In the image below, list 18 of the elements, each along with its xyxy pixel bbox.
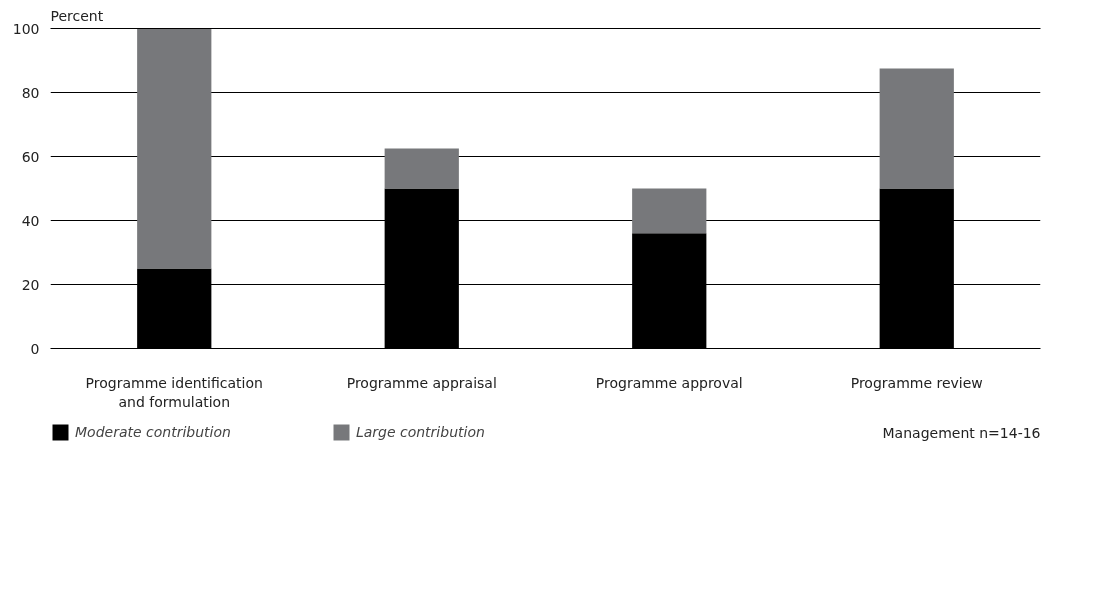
legend-label: Moderate contribution	[75, 424, 231, 440]
text: Management n=14-16	[882, 424, 1041, 441]
y-tick-label: 100	[12, 20, 40, 37]
y-axis-title: Percent	[50, 7, 104, 24]
bar	[384, 148, 459, 189]
y-tick-label: 20	[21, 276, 40, 293]
y-tick-label: 60	[21, 148, 40, 165]
x-tick-label: Programme approval	[595, 374, 743, 391]
x-tick-label: Programme review	[850, 374, 983, 391]
y-tick-label: 40	[21, 212, 40, 229]
y-tick-label: 80	[21, 84, 40, 101]
bar	[137, 28, 212, 269]
bar	[879, 68, 954, 189]
x-tick-label: Programme appraisal	[346, 374, 497, 391]
y-tick-label: 0	[30, 340, 40, 357]
x-tick-label: Programme identification and formulation	[85, 374, 263, 410]
legend-label: Large contribution	[355, 424, 485, 440]
bar	[632, 188, 707, 234]
